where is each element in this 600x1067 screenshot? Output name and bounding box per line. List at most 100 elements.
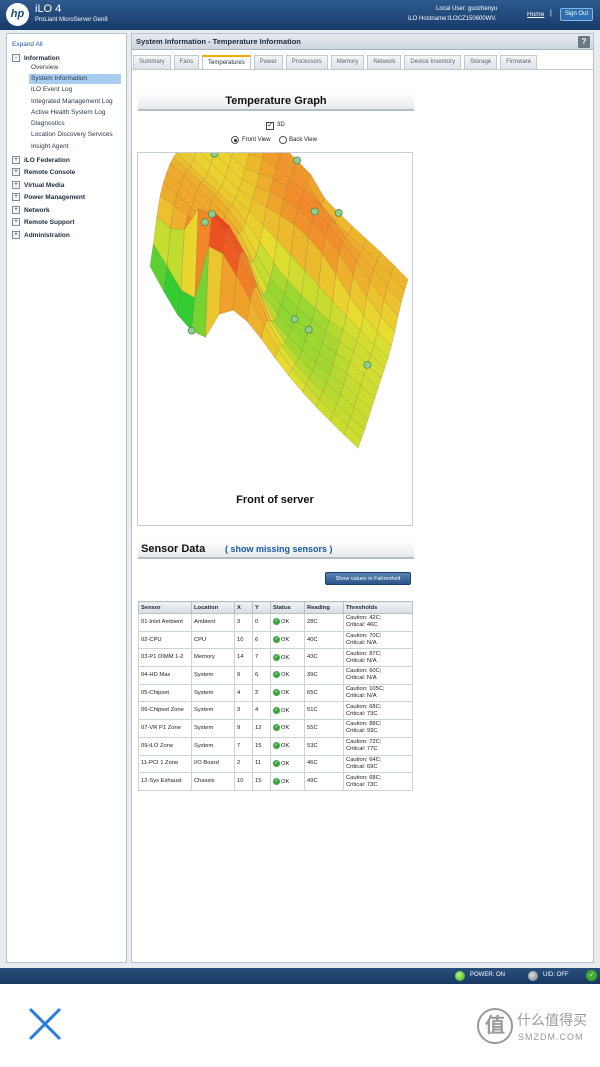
table-row: 11-PCI 1 Zone I/O Board 2 11 ✓ OK 46C Caution: …: [138, 754, 413, 774]
expand-icon[interactable]: +: [12, 206, 20, 214]
caution-threshold: Caution: 87C;: [346, 650, 382, 657]
tab-storage[interactable]: Storage: [464, 55, 498, 69]
expand-icon[interactable]: +: [12, 218, 20, 226]
nav-group-information[interactable]: - Information: [12, 53, 60, 63]
expand-icon[interactable]: +: [12, 193, 20, 201]
caution-threshold: Caution: 60C;: [346, 668, 382, 675]
sensor-status-cell: ✓ OK: [270, 701, 305, 721]
nav-group-power-management[interactable]: + Power Management: [12, 192, 85, 202]
caution-threshold: Caution: 64C;: [346, 756, 382, 763]
navigation-sidebar: Expand All - Information Overview System…: [6, 33, 127, 963]
tab-network[interactable]: Network: [367, 55, 402, 69]
sensor-x-cell: 4: [234, 683, 253, 703]
sensor-point[interactable]: [187, 326, 196, 335]
nav-group-virtual-media[interactable]: + Virtual Media: [12, 180, 64, 190]
sensor-location-cell: System: [191, 701, 235, 721]
tab-processors[interactable]: Processors: [285, 55, 328, 69]
column-header[interactable]: Status: [270, 601, 305, 614]
sensor-name-cell: 03-P1 DIMM 1-2: [138, 648, 192, 668]
uid-indicator-icon[interactable]: [528, 971, 538, 981]
critical-threshold: Critical: N/A: [346, 657, 377, 664]
sidebar-item-diagnostics[interactable]: Diagnostics: [31, 120, 65, 127]
expand-icon[interactable]: +: [12, 156, 20, 164]
tab-power[interactable]: Power: [253, 55, 283, 69]
sensor-location-cell: System: [191, 683, 235, 703]
column-header[interactable]: Thresholds: [343, 601, 413, 614]
sensor-reading-cell: 49C: [304, 772, 344, 791]
sensor-point[interactable]: [363, 360, 372, 369]
close-icon[interactable]: [27, 1006, 63, 1042]
home-link[interactable]: Home: [527, 11, 545, 18]
sensor-x-cell: 3: [234, 613, 253, 632]
tab-device-inventory[interactable]: Device Inventory: [404, 55, 462, 69]
3d-checkbox[interactable]: ✓: [266, 122, 274, 130]
tab-summary[interactable]: Summary: [133, 55, 171, 69]
caution-threshold: Caution: 68C;: [346, 774, 382, 781]
sensor-thresholds-cell: Caution: 105C; Critical: N/A: [343, 683, 413, 703]
power-indicator-icon: [455, 971, 465, 981]
status-ok-icon: ✓: [273, 636, 280, 644]
status-ok-icon: ✓: [273, 759, 280, 767]
sensor-point[interactable]: [334, 209, 343, 217]
sensor-reading-cell: 55C: [304, 719, 344, 738]
sensor-point[interactable]: [210, 153, 219, 158]
front-view-radio[interactable]: [231, 136, 239, 144]
sensor-name-cell: 06-Chipset Zone: [138, 701, 192, 721]
sidebar-item-active-health-system-log[interactable]: Active Health System Log: [31, 109, 106, 116]
local-user-label: Local User: guozhenyu: [436, 6, 498, 12]
column-header[interactable]: Sensor: [138, 601, 192, 614]
critical-threshold: Critical: 69C: [346, 763, 378, 770]
sidebar-item-system-information[interactable]: System Information: [29, 74, 121, 84]
sensor-point[interactable]: [310, 207, 319, 216]
nav-group-administration[interactable]: + Administration: [12, 230, 70, 240]
sidebar-item-overview[interactable]: Overview: [31, 64, 59, 71]
sensor-thresholds-cell: Caution: 64C; Critical: 69C: [343, 754, 413, 774]
sensor-point[interactable]: [304, 325, 313, 334]
tab-temperatures[interactable]: Temperatures: [202, 55, 251, 70]
back-view-radio[interactable]: [279, 136, 287, 144]
sidebar-item-ilo-event-log[interactable]: iLO Event Log: [31, 86, 73, 93]
column-header[interactable]: Reading: [304, 601, 344, 614]
expand-all-link[interactable]: Expand All: [12, 41, 43, 48]
nav-group-remote-support[interactable]: + Remote Support: [12, 217, 75, 227]
show-missing-sensors-link[interactable]: ( show missing sensors ): [225, 544, 333, 554]
sensor-point[interactable]: [293, 156, 302, 165]
critical-threshold: Critical: N/A: [346, 693, 377, 700]
watermark-domain: SMZDM.COM: [518, 1032, 584, 1042]
uid-status-label: UID: OFF: [543, 972, 569, 978]
tab-fans[interactable]: Fans: [173, 55, 200, 69]
show-fahrenheit-button[interactable]: Show values in Fahrenheit: [325, 572, 411, 585]
tab-memory[interactable]: Memory: [330, 55, 365, 69]
sidebar-item-integrated-management-log[interactable]: Integrated Management Log: [31, 98, 113, 105]
help-icon[interactable]: ?: [578, 36, 590, 48]
status-text: OK: [281, 690, 290, 697]
nav-group-label: Remote Support: [24, 218, 75, 226]
sensor-point[interactable]: [201, 218, 209, 227]
status-bar: POWER: ON UID: OFF ✓: [0, 968, 600, 984]
nav-group-ilo-federation[interactable]: + iLO Federation: [12, 155, 70, 165]
sensor-point[interactable]: [208, 210, 216, 218]
nav-group-network[interactable]: + Network: [12, 205, 50, 215]
tab-firmware[interactable]: Firmware: [500, 55, 538, 69]
sidebar-item-location-discovery-services[interactable]: Location Discovery Services: [31, 131, 113, 138]
collapse-icon[interactable]: -: [12, 54, 20, 62]
sensor-y-cell: 4: [252, 701, 271, 721]
column-header[interactable]: X: [234, 601, 253, 614]
status-text: OK: [281, 637, 290, 644]
column-header[interactable]: Location: [191, 601, 235, 614]
nav-group-remote-console[interactable]: + Remote Console: [12, 167, 75, 177]
table-row: 05-Chipset System 4 2 ✓ OK 65C Caution: 105C; Cr…: [138, 683, 413, 703]
sensor-reading-cell: 43C: [304, 648, 344, 668]
surface-cell: [343, 425, 362, 449]
sidebar-item-insight-agent[interactable]: Insight Agent: [31, 143, 69, 150]
expand-icon[interactable]: +: [12, 168, 20, 176]
sign-out-button[interactable]: Sign Out: [560, 8, 593, 21]
expand-icon[interactable]: +: [12, 181, 20, 189]
temperature-graph-header: Temperature Graph: [138, 93, 414, 111]
expand-icon[interactable]: +: [12, 231, 20, 239]
sensor-y-cell: 15: [252, 736, 271, 756]
sensor-location-cell: I/O Board: [191, 754, 235, 774]
table-row: 01-Inlet Ambient Ambient 3 0 ✓ OK 28C Caution: …: [138, 613, 413, 632]
column-header[interactable]: Y: [252, 601, 271, 614]
sensor-point[interactable]: [290, 315, 299, 324]
